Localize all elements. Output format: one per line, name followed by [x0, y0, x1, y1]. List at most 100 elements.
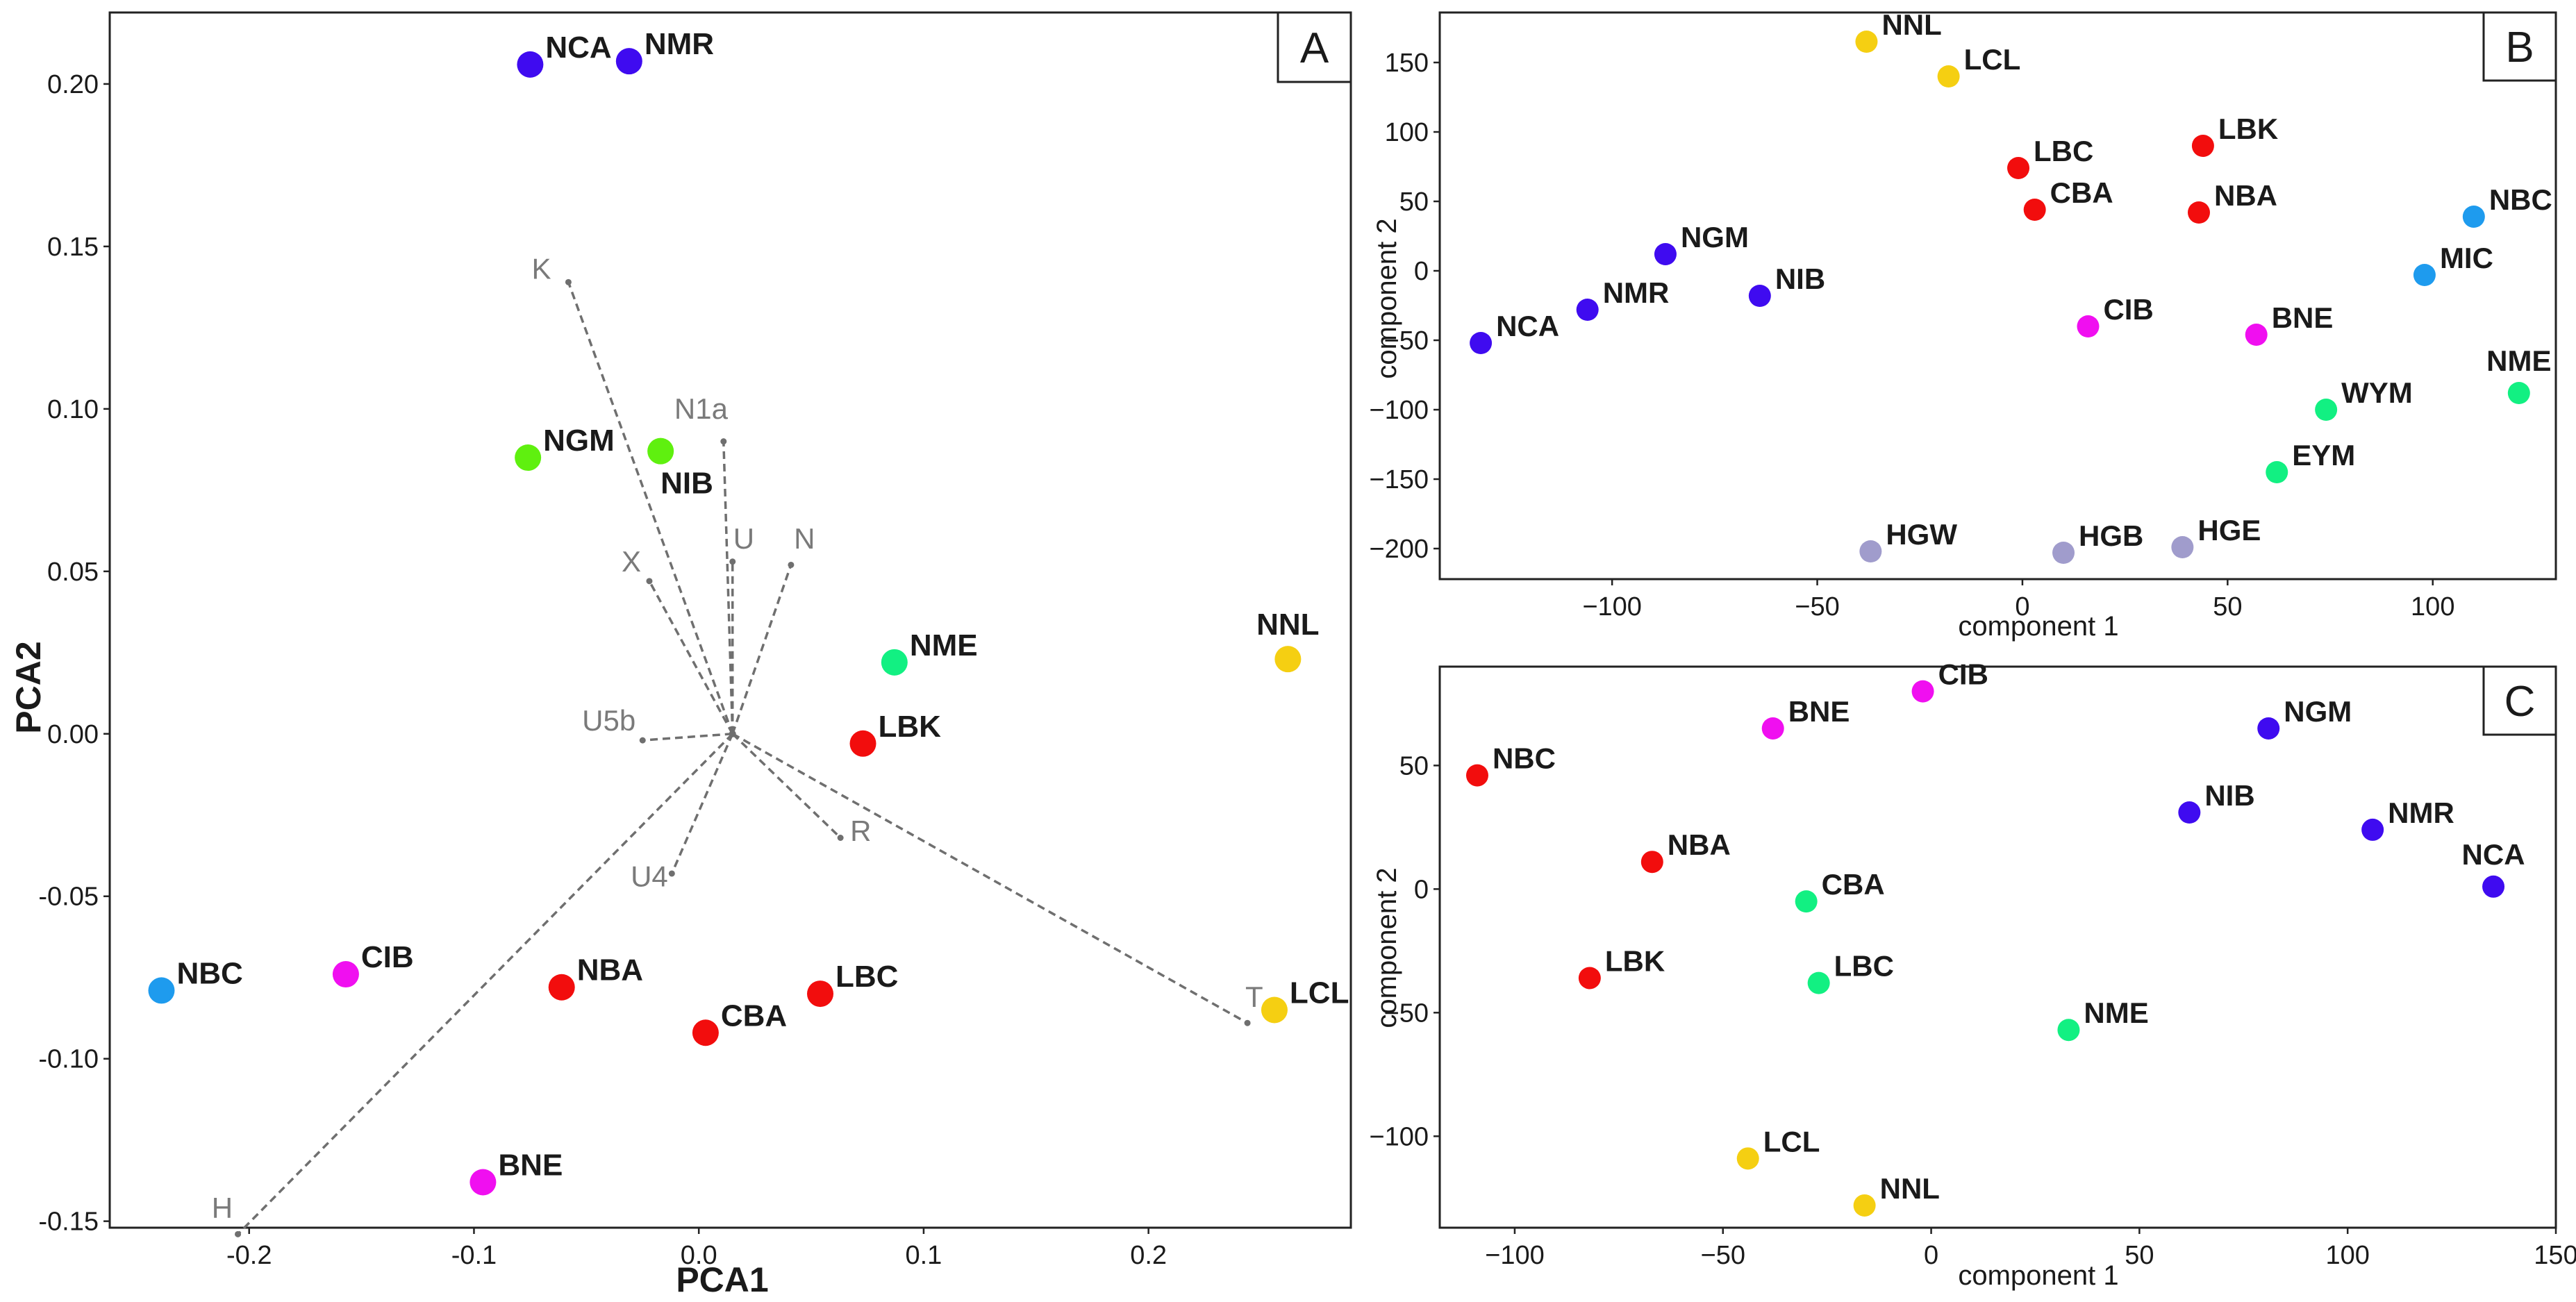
panel-b-point-label: NBA — [2214, 179, 2277, 212]
panel-c-point-cba — [1795, 890, 1818, 913]
panel-c-point-cib — [1911, 680, 1934, 703]
loading-vector-tip — [565, 278, 572, 285]
panel-a-point-cib — [332, 961, 359, 988]
panel-a-y-tick-label: 0.00 — [47, 720, 99, 749]
panel-b-point-cba — [2023, 199, 2046, 221]
panel-b-point-label: NCA — [1496, 310, 1559, 342]
panel-c-y-tick-label: −100 — [1369, 1122, 1429, 1151]
panel-c-point-ngm — [2257, 717, 2280, 740]
panel-a-point-label: NMR — [645, 27, 714, 61]
panel-c-letter: C — [2504, 678, 2536, 726]
panel-b-x-tick-label: 0 — [2015, 592, 2029, 621]
panel-c-point-lbk — [1578, 967, 1601, 990]
panel-c-frame — [1438, 665, 2557, 1229]
panel-b-point-hgb — [2052, 542, 2075, 564]
panel-c-point-nme — [2057, 1019, 2080, 1042]
loading-vector-n1a — [722, 441, 734, 734]
panel-b-point-nba — [2187, 201, 2210, 224]
panel-c-point-nnl — [1853, 1194, 1876, 1217]
panel-c-x-tick-label: −100 — [1485, 1241, 1545, 1270]
loading-vector-label: K — [532, 253, 551, 285]
panel-b-point-label: EYM — [2292, 439, 2355, 471]
panel-c-point-label: BNE — [1788, 695, 1850, 728]
panel-b-letter-box — [2482, 11, 2557, 82]
panel-a-point-label: NME — [910, 628, 978, 662]
panel-c-x-tick-label: −50 — [1701, 1241, 1745, 1270]
panel-a-point-nib — [647, 437, 674, 465]
panel-b-point-label: NMR — [1603, 276, 1670, 309]
panel-b-point-label: WYM — [2341, 376, 2413, 409]
loading-vector-label: N — [794, 522, 815, 555]
panel-b-x-axis-label: component 1 — [1958, 611, 2118, 642]
loading-vector-label: U — [733, 522, 754, 555]
panel-b-x-tick-label: 50 — [2213, 592, 2242, 621]
panel-c-point-label: NCA — [2462, 838, 2525, 871]
panel-a-point-ngm — [515, 444, 542, 471]
panel-a-x-tick-label: 0.2 — [1130, 1241, 1167, 1270]
panel-b-y-axis-label: component 2 — [1372, 218, 1402, 378]
panel-a-letter: A — [1300, 24, 1329, 72]
panel-b-y-tick-label: −50 — [1384, 326, 1429, 356]
panel-b-point-label: HGE — [2197, 514, 2261, 546]
panel-a-point-nba — [548, 974, 575, 1001]
panel-c-point-nba — [1640, 851, 1663, 874]
panel-a-x-axis-label: PCA1 — [676, 1260, 768, 1299]
loading-vector-t — [731, 733, 1248, 1024]
panel-a-point-nmr — [615, 48, 642, 75]
loading-vector-label: R — [850, 815, 871, 847]
panel-b-point-nme — [2507, 382, 2530, 404]
panel-b-point-wym — [2315, 399, 2338, 421]
panel-a-x-tick-label: 0.1 — [905, 1241, 942, 1270]
panel-b-x-tick-label: 100 — [2411, 592, 2454, 621]
loading-vector-k — [567, 281, 734, 735]
panel-a-point-label: CIB — [361, 940, 414, 974]
panel-c-y-axis-label: component 2 — [1372, 867, 1402, 1028]
panel-b-point-hge — [2171, 536, 2194, 558]
panel-a-point-label: BNE — [498, 1148, 563, 1182]
panel-a-point-bne — [470, 1169, 497, 1196]
panel-a-y-tick-label: -0.10 — [38, 1045, 99, 1074]
loading-vector-tip — [788, 561, 795, 568]
panel-c-point-label: LCL — [1763, 1125, 1820, 1158]
loading-vector-tip — [646, 578, 653, 585]
panel-a-letter-box — [1277, 11, 1352, 83]
panel-a-point-label: NIB — [660, 467, 713, 501]
panel-a-point-label: LBC — [836, 960, 898, 994]
panel-a-point-label: NNL — [1256, 608, 1319, 642]
panel-c-point-label: NBC — [1493, 742, 1556, 775]
panel-b-point-nib — [1748, 285, 1771, 307]
panel-b-point-nnl — [1855, 31, 1878, 53]
loading-vector-tip — [837, 835, 844, 842]
panel-c-point-lcl — [1736, 1147, 1759, 1170]
panel-b-frame — [1438, 11, 2557, 581]
panel-b-letter: B — [2505, 24, 2534, 72]
panel-a-point-nca — [517, 51, 544, 78]
panel-a-point-lbc — [806, 980, 833, 1008]
panel-c-x-tick-label: 100 — [2325, 1241, 2369, 1270]
panel-c-point-label: LBK — [1605, 944, 1665, 977]
panel-b-y-tick-label: 50 — [1399, 187, 1429, 217]
loading-vector-h — [237, 733, 733, 1235]
panel-b-point-label: NME — [2486, 344, 2551, 377]
panel-b-point-ngm — [1654, 243, 1677, 265]
panel-c-point-label: NIB — [2204, 779, 2254, 812]
panel-b-point-hgw — [1859, 540, 1882, 562]
panel-c-point-bne — [1761, 717, 1784, 740]
panel-a-x-tick-label: 0.0 — [681, 1241, 717, 1270]
panel-a-y-tick-label: 0.05 — [47, 558, 99, 587]
panel-a-point-cba — [692, 1019, 719, 1046]
loading-vector-u5b — [642, 733, 733, 742]
panel-b-point-label: LBK — [2218, 112, 2278, 145]
loading-vector-x — [648, 581, 734, 735]
panel-c-y-tick-label: −50 — [1384, 999, 1429, 1028]
panel-b-point-eym — [2266, 461, 2288, 483]
panel-c-point-nib — [2178, 801, 2201, 824]
panel-b-point-bne — [2245, 324, 2268, 346]
panel-c-x-tick-label: 50 — [2125, 1241, 2154, 1270]
panel-b-point-label: LBC — [2034, 135, 2093, 167]
panel-b-point-label: MIC — [2440, 242, 2493, 274]
panel-a-point-lbk — [849, 730, 876, 757]
panel-a-y-tick-label: 0.20 — [47, 70, 99, 99]
panel-b-x-tick-label: −100 — [1582, 592, 1642, 621]
panel-a-y-tick-label: -0.05 — [38, 883, 99, 912]
